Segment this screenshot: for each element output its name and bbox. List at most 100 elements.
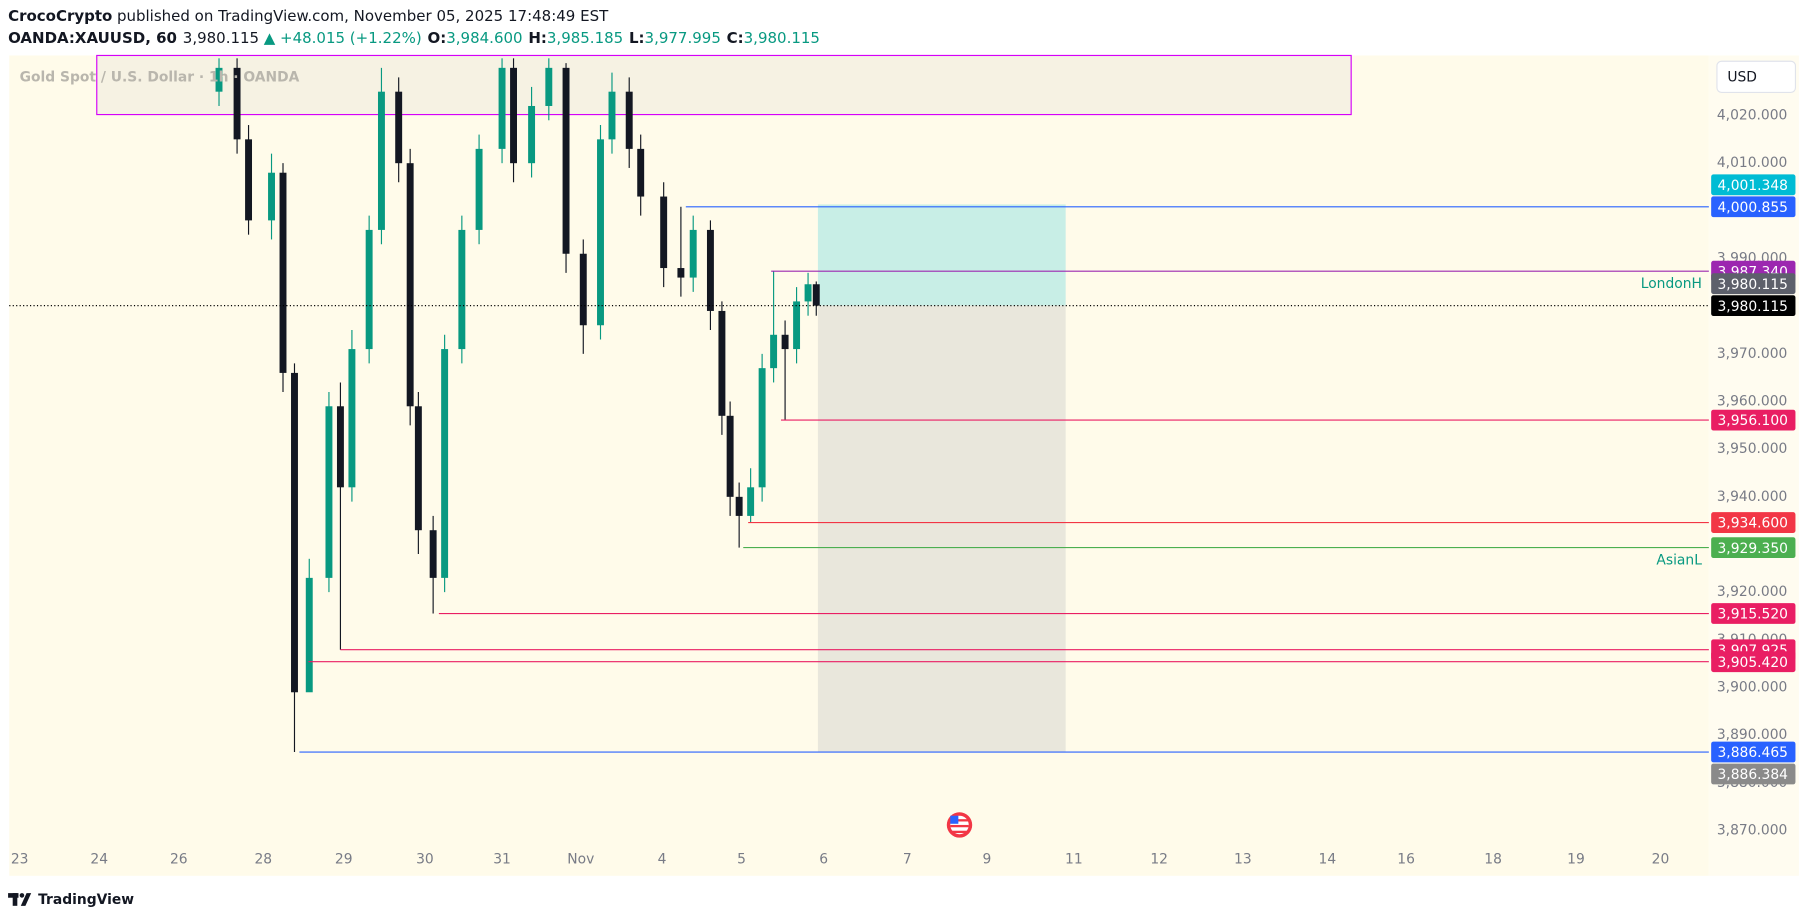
x-tick-label: Nov [567, 852, 594, 868]
symbol-line: OANDA:XAUUSD, 60 3,980.115 ▲ +48.015 (+1.2… [8, 29, 820, 47]
level-note: LondonH [1641, 276, 1702, 292]
candle-body [499, 68, 506, 149]
candle-body [707, 230, 714, 311]
x-tick-label: 13 [1234, 852, 1252, 868]
candle-body [660, 197, 667, 268]
candle-body [545, 68, 552, 106]
candle-body [245, 139, 252, 220]
x-tick-label: 24 [90, 852, 108, 868]
ohlc-value: 3,977.995 [645, 29, 721, 47]
candle-body [441, 349, 448, 578]
x-tick-label: 19 [1567, 852, 1585, 868]
x-tick-label: 26 [170, 852, 188, 868]
x-tick-label: 30 [416, 852, 434, 868]
y-tick-label: 3,970.000 [1717, 346, 1788, 362]
event-flag [947, 812, 972, 837]
candle-body [378, 92, 385, 230]
symbol: OANDA:XAUUSD, 60 [8, 29, 177, 47]
candle-body [626, 92, 633, 149]
author: CrocoCrypto [8, 7, 112, 25]
candle-body [782, 335, 789, 349]
price-label: 4,001.348 [1717, 178, 1788, 194]
y-tick-label: 3,870.000 [1717, 822, 1788, 838]
x-tick-label: 9 [982, 852, 991, 868]
x-tick-label: 5 [737, 852, 746, 868]
candle-body [528, 106, 535, 163]
logo-text: TradingView [38, 892, 134, 908]
candle-body [805, 284, 812, 301]
candle-body [813, 284, 820, 305]
candle-body [325, 406, 332, 578]
y-tick-label: 3,960.000 [1717, 394, 1788, 410]
candle-body [690, 230, 697, 278]
y-tick-label: 4,020.000 [1717, 108, 1788, 124]
candle-body [430, 530, 437, 578]
candle-body [366, 230, 373, 349]
candle-body [407, 163, 414, 406]
ohlc-key: L: [629, 29, 645, 47]
candle-body [280, 173, 287, 373]
y-tick-label: 3,920.000 [1717, 584, 1788, 600]
ohlc-key: C: [727, 29, 744, 47]
price-label: 3,929.350 [1717, 541, 1788, 557]
y-tick-label: 4,010.000 [1717, 155, 1788, 171]
last-price: 3,980.115 [183, 29, 259, 47]
candle-body [580, 254, 587, 325]
candle-body [291, 373, 298, 692]
ohlc-value: 3,980.115 [744, 29, 820, 47]
price-label: 3,980.115 [1717, 277, 1788, 293]
x-tick-label: 12 [1150, 852, 1168, 868]
candle-body [395, 92, 402, 163]
x-tick-label: 7 [903, 852, 912, 868]
x-tick-label: 11 [1065, 852, 1083, 868]
position-loss [818, 306, 1066, 753]
x-tick-label: 23 [11, 852, 29, 868]
price-label: 3,905.420 [1717, 655, 1788, 671]
candle-body [415, 406, 422, 530]
x-tick-label: 18 [1484, 852, 1502, 868]
y-tick-label: 3,900.000 [1717, 680, 1788, 696]
x-tick-label: 31 [493, 852, 511, 868]
price-label: 4,000.855 [1717, 200, 1788, 216]
price-label: 3,956.100 [1717, 413, 1788, 429]
ohlc-key: O: [428, 29, 447, 47]
x-tick-label: 4 [658, 852, 667, 868]
candle-body [268, 173, 275, 221]
candle-body [597, 139, 604, 325]
level-note: AsianL [1656, 552, 1702, 568]
change: ▲ +48.015 (+1.22%) [264, 29, 422, 47]
logo-mark [8, 893, 31, 906]
candle-body [727, 416, 734, 497]
y-tick-label: 3,950.000 [1717, 441, 1788, 457]
candle-body [476, 149, 483, 230]
x-tick-label: 16 [1397, 852, 1415, 868]
candle-body [677, 268, 684, 278]
y-tick-label: 3,890.000 [1717, 727, 1788, 743]
position-profit [818, 204, 1066, 305]
symbol-legend: Gold Spot / U.S. Dollar · 1h · OANDA [20, 69, 300, 85]
price-label: 3,886.465 [1717, 745, 1788, 761]
x-tick-label: 6 [819, 852, 828, 868]
price-label: 3,980.115 [1717, 299, 1788, 315]
candle-body [510, 68, 517, 163]
candle-body [747, 487, 754, 516]
x-tick-label: 20 [1652, 852, 1670, 868]
publish-line: CrocoCrypto published on TradingView.com,… [8, 7, 609, 25]
candle-body [348, 349, 355, 487]
ohlc-value: 3,984.600 [446, 29, 522, 47]
candle-body [793, 301, 800, 349]
currency-label[interactable]: USD [1727, 69, 1757, 85]
price-label: 3,886.384 [1717, 767, 1788, 783]
candle-body [306, 578, 313, 692]
candle-body [458, 230, 465, 349]
ohlc-key: H: [528, 29, 547, 47]
x-tick-label: 28 [254, 852, 272, 868]
ohlc-value: 3,985.185 [547, 29, 623, 47]
candle-body [736, 497, 743, 516]
x-tick-label: 29 [335, 852, 353, 868]
published: published on TradingView.com, November 0… [117, 7, 609, 25]
candle-body [759, 368, 766, 487]
candle-body [637, 149, 644, 197]
